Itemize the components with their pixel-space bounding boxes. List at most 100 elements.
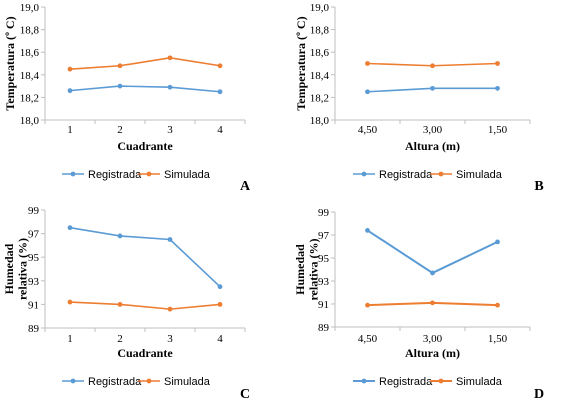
y-tick-label: 18,2 [310,92,329,104]
legend-marker [70,171,76,177]
data-point-simulada [430,300,435,306]
panel-letter: B [534,179,543,194]
legend-marker [438,171,444,177]
series-line-registrada [69,226,221,288]
y-tick-label: 99 [318,207,330,219]
y-tick-label: 93 [318,276,330,288]
data-point-simulada [495,302,500,308]
y-tick-label: 97 [318,230,330,242]
legend-label: Registrada [88,376,142,388]
y-tick-label: 18,4 [20,70,40,82]
legend-label: Registrada [88,169,142,181]
legend-entry-simulada: Simulada [430,376,503,388]
y-tick-label: 18,8 [310,25,330,37]
data-point-registrada [217,89,223,95]
x-tick-label: 4 [217,333,223,345]
data-point-registrada [365,228,370,233]
x-axis-title: Altura (m) [405,346,460,360]
legend-entry-registrada: Registrada [353,376,433,388]
x-tick-label: 3 [167,124,173,136]
x-tick-label: 3 [167,333,173,345]
y-tick-label: 18,6 [310,47,330,59]
legend-label: Registrada [379,376,433,388]
y-axis-title: Temperatura (º C) [3,16,17,110]
legend-entry-registrada: Registrada [62,376,142,388]
data-point-simulada [167,55,173,61]
legend-marker [438,378,444,384]
y-tick-label: 97 [28,229,40,241]
data-point-simulada [67,299,73,305]
series-line-simulada [69,57,221,70]
y-tick-label: 99 [28,205,40,217]
y-axis-title: Humedadrelativa (%) [2,238,30,300]
data-point-registrada [167,84,173,90]
x-axis-title: Cuadrante [117,346,173,360]
x-axis-title: Altura (m) [405,139,460,153]
x-axis-title: Cuadrante [117,139,173,153]
data-point-registrada [430,270,435,276]
y-tick-label: 19,0 [20,2,40,14]
series-line-registrada [69,85,221,93]
x-tick-label: 1,50 [488,333,508,345]
legend-label: Simulada [164,169,211,181]
legend-entry-simulada: Simulada [138,169,211,181]
data-point-simulada [217,63,223,69]
panel-letter: D [534,387,544,402]
legend-marker [361,171,367,177]
y-tick-label: 91 [28,299,39,311]
y-tick-label: 18,0 [20,115,40,127]
data-point-registrada [67,88,73,94]
y-tick-label: 18,4 [310,70,330,82]
y-tick-label: 19,0 [310,2,330,14]
data-point-registrada [117,83,123,89]
legend-entry-registrada: Registrada [353,169,433,181]
legend-label: Simulada [456,169,503,181]
data-point-registrada [495,239,500,245]
legend-entry-simulada: Simulada [430,169,503,181]
panel-letter: C [240,387,250,402]
data-point-simulada [365,61,370,66]
legend-label: Registrada [379,169,433,181]
y-tick-label: 93 [28,276,40,288]
data-point-registrada [217,284,223,290]
data-point-simulada [117,302,123,307]
y-tick-label: 89 [318,322,330,334]
y-tick-label: 18,0 [310,115,330,127]
data-point-simulada [67,66,73,72]
y-tick-label: 89 [28,323,40,335]
x-tick-label: 1 [67,124,73,136]
series-line-simulada [69,301,221,310]
chart-panel-a: 18,0 18,2 18,4 18,6 18,8 19,0 1 2 3 4 Cuadrante Tem… [3,2,251,194]
y-tick-label: 95 [28,252,40,264]
data-point-simulada [365,302,370,308]
series-line-registrada [366,229,498,275]
x-tick-label: 4 [217,124,223,136]
legend-entry-registrada: Registrada [62,169,142,181]
x-tick-label: 1 [67,333,73,345]
data-point-simulada [117,63,123,69]
x-tick-label: 3,00 [423,333,443,345]
panel-letter: A [240,179,251,194]
x-tick-label: 2 [117,333,123,345]
legend-entry-simulada: Simulada [138,376,211,388]
y-axis-title: Temperatura (º C) [294,16,308,110]
y-tick-label: 91 [318,299,329,311]
y-axis-title: Humedadrelativa (%) [293,238,321,300]
data-point-simulada [167,306,173,312]
legend-marker [70,378,76,384]
data-point-registrada [167,237,173,242]
data-point-registrada [365,89,370,95]
data-point-registrada [495,85,500,91]
chart-panel-d: 89 91 93 95 97 99 4,50 3,00 1,50 Altura (m) Humeda… [293,207,544,402]
chart-panel-b: 18,0 18,2 18,4 18,6 18,8 19,0 4,50 3,00 1,50 Altu… [294,2,544,194]
y-tick-label: 18,2 [20,92,39,104]
data-point-registrada [430,85,435,91]
legend-label: Simulada [456,376,503,388]
data-point-simulada [430,63,435,69]
chart-panel-c: 89 91 93 95 97 99 1 2 3 4 Cuadrante Humedadrelativa… [2,205,250,402]
legend-marker [361,378,367,384]
legend-label: Simulada [164,376,211,388]
x-tick-label: 4,50 [358,124,378,136]
y-tick-label: 18,6 [20,47,40,59]
